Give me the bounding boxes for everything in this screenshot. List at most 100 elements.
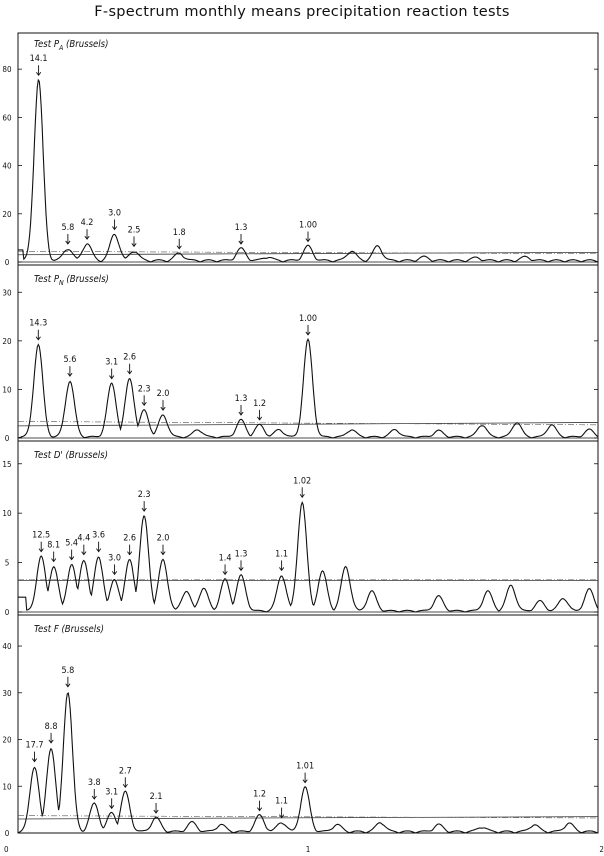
peak-label: 2.1 — [150, 792, 163, 802]
y-tick-label: 20 — [2, 736, 12, 745]
peak-label: 1.02 — [293, 476, 311, 486]
significance-line — [17, 251, 599, 256]
peak-arrowhead — [160, 551, 166, 556]
y-tick-label: 10 — [2, 509, 12, 518]
peak-arrowhead — [238, 240, 244, 245]
peak-label: 2.7 — [119, 766, 132, 776]
peak-label: 4.4 — [77, 534, 90, 544]
y-tick-label: 60 — [2, 113, 12, 122]
x-tick-label: 2 — [599, 845, 604, 854]
peak-arrowhead — [81, 551, 87, 556]
peak-arrowhead — [299, 494, 305, 499]
y-tick-label: 20 — [2, 337, 12, 346]
peak-arrowhead — [222, 571, 228, 576]
peak-label: 3.1 — [105, 787, 118, 797]
peak-arrowhead — [141, 402, 147, 407]
peak-arrowhead — [131, 243, 137, 248]
y-tick-label: 0 — [5, 608, 10, 617]
peak-label: 14.3 — [29, 319, 47, 329]
peak-arrowhead — [36, 71, 42, 76]
peak-label: 1.00 — [299, 314, 317, 324]
peak-label: 4.2 — [81, 218, 94, 228]
peak-label: 2.6 — [123, 353, 136, 363]
peak-label: 5.8 — [61, 223, 74, 233]
panel-title: Test D' (Brussels) — [34, 450, 108, 461]
panel-title: Test F (Brussels) — [34, 624, 104, 635]
peak-label: 2.0 — [157, 534, 170, 544]
x-tick-label: 1 — [306, 845, 311, 854]
y-tick-label: 15 — [2, 460, 11, 469]
plot-frame — [17, 32, 599, 834]
peak-label: 1.8 — [173, 228, 186, 238]
y-tick-label: 0 — [5, 829, 10, 838]
significance-line — [17, 422, 599, 427]
peak-label: 14.1 — [30, 54, 48, 64]
peak-arrowhead — [84, 235, 90, 240]
spectrum-line — [17, 337, 599, 439]
peak-label: 2.6 — [123, 534, 136, 544]
peak-arrowhead — [38, 548, 44, 553]
peak-label: 2.3 — [138, 490, 151, 500]
peak-arrowhead — [279, 567, 285, 572]
panel-title: Test PA (Brussels) — [34, 39, 108, 52]
peak-arrowhead — [51, 558, 57, 563]
peak-label: 2.0 — [157, 389, 170, 399]
peak-label: 1.01 — [296, 762, 314, 772]
peak-label: 5.4 — [65, 539, 78, 549]
x-tick-label: 0 — [4, 845, 9, 854]
chart-title: F-spectrum monthly means precipitation r… — [94, 4, 510, 20]
peak-arrowhead — [141, 507, 147, 512]
peak-label: 8.8 — [45, 722, 58, 732]
peak-arrowhead — [160, 406, 166, 411]
peak-label: 3.1 — [105, 358, 118, 368]
y-tick-label: 30 — [2, 288, 12, 297]
peak-label: 1.3 — [235, 549, 248, 559]
peak-arrowhead — [67, 372, 73, 377]
panel-title: Test PN (Brussels) — [34, 274, 109, 287]
peak-label: 2.5 — [128, 225, 141, 235]
peak-arrowhead — [65, 683, 71, 688]
peak-label: 5.6 — [63, 355, 76, 365]
y-tick-label: 30 — [2, 689, 12, 698]
peak-arrowhead — [176, 245, 182, 250]
y-tick-label: 40 — [2, 642, 12, 651]
y-tick-label: 80 — [2, 65, 12, 74]
peak-arrowhead — [109, 805, 115, 810]
peak-arrowhead — [65, 240, 71, 245]
spectrum-line — [17, 692, 599, 834]
significance-line-dashed — [17, 421, 599, 426]
peak-arrowhead — [109, 375, 115, 380]
peak-arrowhead — [69, 556, 75, 561]
spectrum-line — [18, 501, 599, 613]
peak-label: 1.3 — [235, 394, 248, 404]
peak-arrowhead — [302, 779, 308, 784]
peak-arrowhead — [279, 814, 285, 819]
y-tick-label: 5 — [5, 559, 10, 568]
y-tick-label: 10 — [2, 385, 12, 394]
peak-label: 1.00 — [299, 221, 317, 231]
peak-arrowhead — [122, 784, 128, 789]
y-tick-label: 40 — [2, 162, 12, 171]
spectrum-line — [18, 78, 599, 263]
peak-arrowhead — [127, 370, 133, 375]
y-tick-label: 20 — [2, 210, 12, 219]
peak-arrowhead — [305, 238, 311, 243]
peak-label: 3.0 — [108, 208, 121, 218]
peak-label: 1.2 — [253, 399, 266, 409]
peak-arrowhead — [112, 571, 118, 576]
peak-label: 3.8 — [88, 778, 101, 788]
peak-label: 1.4 — [219, 553, 232, 563]
peak-arrowhead — [238, 567, 244, 572]
peak-label: 5.8 — [61, 666, 74, 676]
peak-label: 1.1 — [275, 797, 288, 807]
y-tick-label: 0 — [5, 434, 10, 443]
peak-arrowhead — [91, 795, 97, 800]
peak-arrowhead — [96, 548, 102, 553]
peak-label: 3.0 — [108, 553, 121, 563]
peak-label: 12.5 — [32, 531, 50, 541]
peak-arrowhead — [257, 416, 263, 421]
peak-arrowhead — [112, 226, 118, 231]
y-tick-label: 10 — [2, 782, 12, 791]
peak-arrowhead — [257, 807, 263, 812]
